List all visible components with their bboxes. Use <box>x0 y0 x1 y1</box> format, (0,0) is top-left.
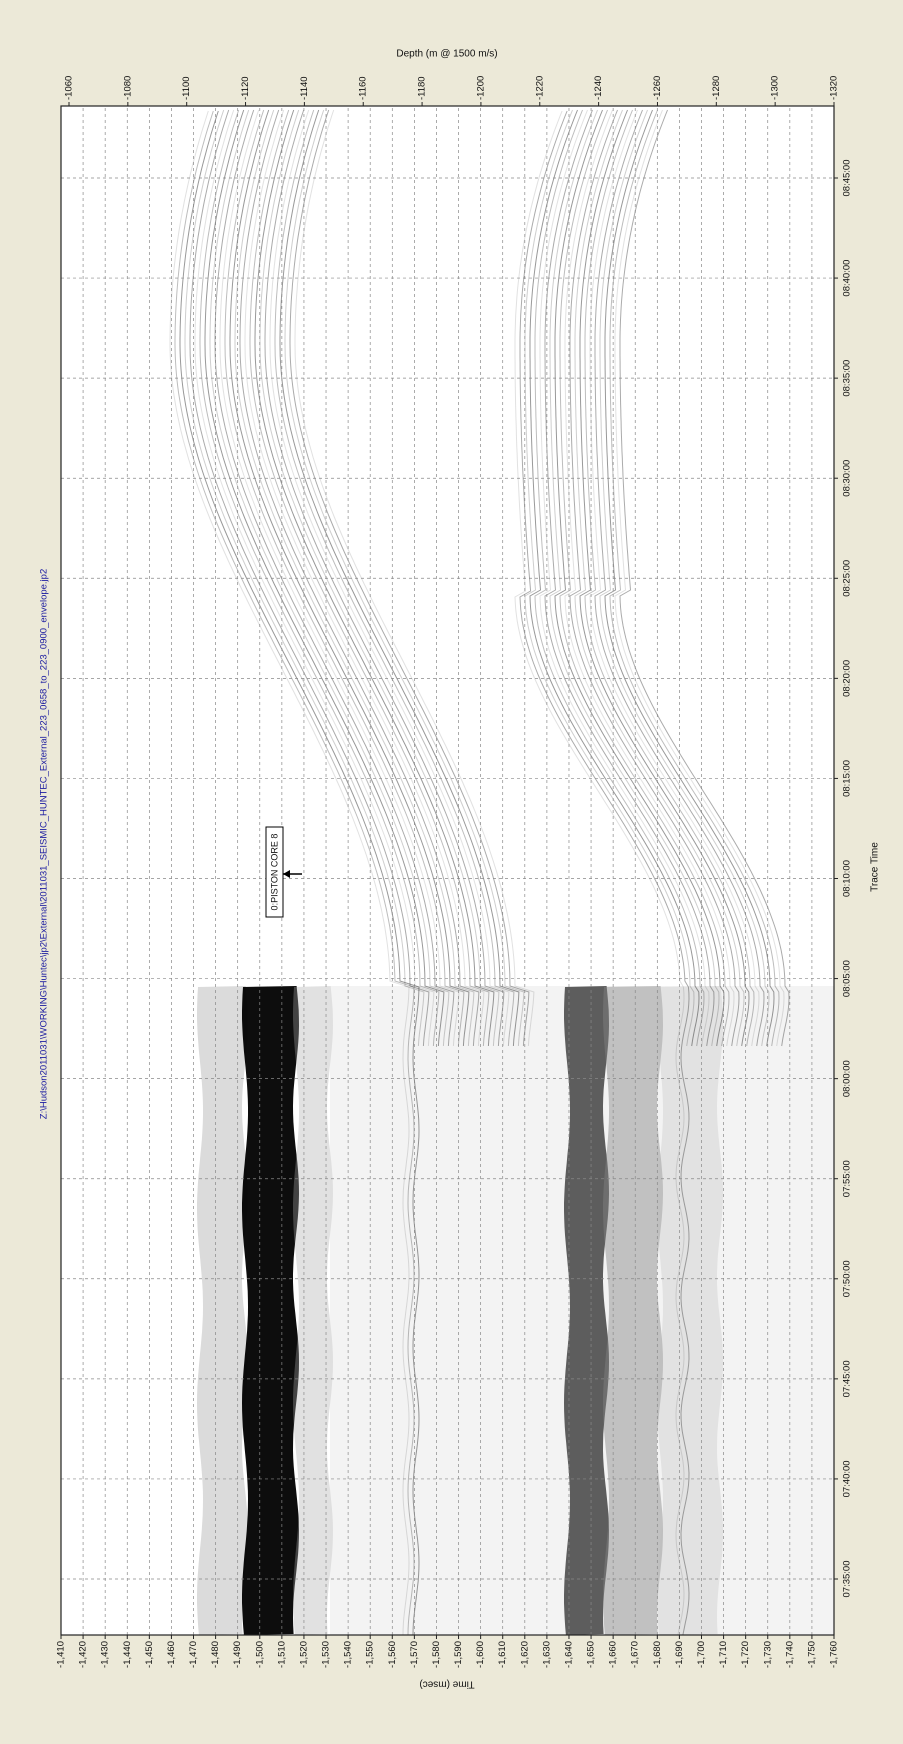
seismic-band <box>293 986 333 1635</box>
trace-tick-label: 08:45:00 <box>842 160 853 197</box>
time-tick-label: -1,520 <box>298 1641 309 1668</box>
depth-tick-label: -1100 <box>181 76 192 100</box>
trace-tick-label: 08:15:00 <box>842 760 853 797</box>
depth-tick-label: -1220 <box>534 76 545 100</box>
time-tick-label: -1,660 <box>608 1641 619 1668</box>
time-tick-label: -1,410 <box>56 1641 67 1668</box>
annotation-text: 0:PISTON CORE 8 <box>269 834 279 911</box>
trace-tick-label: 08:20:00 <box>842 660 853 697</box>
trace-tick-label: 07:55:00 <box>842 1160 853 1197</box>
time-tick-label: -1,560 <box>387 1641 398 1668</box>
time-axis-label: Time (msec) <box>419 1678 474 1689</box>
depth-axis-label: Depth (m @ 1500 m/s) <box>396 49 497 60</box>
trace-tick-label: 08:10:00 <box>842 860 853 897</box>
rotated-plot: -1,410 -1,420 -1,430 -1,440 -1,450 -1,460 -1,4… <box>39 49 881 1690</box>
time-tick-label: -1,590 <box>453 1641 464 1668</box>
trace-tick-label: 08:05:00 <box>842 960 853 997</box>
time-tick-label: -1,740 <box>784 1641 795 1668</box>
time-tick-label: -1,690 <box>674 1641 685 1668</box>
time-tick-label: -1,540 <box>343 1641 354 1668</box>
time-tick-label: -1,600 <box>475 1641 486 1668</box>
time-tick-label: -1,580 <box>431 1641 442 1668</box>
title: Z:\Hudson2011031\WORKING\Huntec\jp2\Exte… <box>39 569 50 1119</box>
page: -1,410 -1,420 -1,430 -1,440 -1,450 -1,460 -1,4… <box>0 0 903 1744</box>
seismic-band <box>242 986 299 1635</box>
time-tick-label: -1,460 <box>166 1641 177 1668</box>
depth-tick-label: -1120 <box>240 76 251 100</box>
time-tick-label: -1,680 <box>652 1641 663 1668</box>
depth-tick-label: -1140 <box>299 76 310 100</box>
trace-axis-label: Trace Time <box>870 842 881 892</box>
time-tick-label: -1,710 <box>718 1641 729 1668</box>
time-tick-label: -1,750 <box>806 1641 817 1668</box>
time-tick-label: -1,640 <box>563 1641 574 1668</box>
depth-tick-label: -1300 <box>770 76 781 100</box>
time-tick-label: -1,510 <box>276 1641 287 1668</box>
time-tick-label: -1,420 <box>78 1641 89 1668</box>
time-tick-label: -1,620 <box>519 1641 530 1668</box>
time-tick-label: -1,500 <box>254 1641 265 1668</box>
depth-tick-label: -1240 <box>593 76 604 100</box>
depth-tick-label: -1280 <box>711 76 722 100</box>
trace-tick-label: 08:30:00 <box>842 460 853 497</box>
time-tick-label: -1,760 <box>829 1641 840 1668</box>
time-tick-label: -1,470 <box>188 1641 199 1668</box>
seismic-view: -1,410 -1,420 -1,430 -1,440 -1,450 -1,460 -1,4… <box>0 0 903 1744</box>
trace-tick-label: 08:00:00 <box>842 1060 853 1097</box>
depth-tick-label: -1180 <box>417 76 428 100</box>
trace-tick-label: 07:35:00 <box>842 1561 853 1598</box>
time-tick-label: -1,570 <box>409 1641 420 1668</box>
depth-tick-label: -1320 <box>829 76 840 100</box>
trace-tick-label: 07:40:00 <box>842 1460 853 1497</box>
trace-tick-label: 07:45:00 <box>842 1360 853 1397</box>
depth-tick-label: -1260 <box>652 76 663 100</box>
time-tick-label: -1,430 <box>100 1641 111 1668</box>
time-tick-label: -1,610 <box>497 1641 508 1668</box>
depth-tick-label: -1160 <box>358 76 369 100</box>
time-tick-label: -1,450 <box>144 1641 155 1668</box>
time-tick-label: -1,720 <box>740 1641 751 1668</box>
trace-tick-label: 08:35:00 <box>842 360 853 397</box>
depth-tick-label: -1200 <box>475 76 486 100</box>
trace-tick-label: 08:40:00 <box>842 260 853 297</box>
time-tick-label: -1,550 <box>365 1641 376 1668</box>
seismic-band <box>197 986 248 1635</box>
trace-tick-label: 08:25:00 <box>842 560 853 597</box>
depth-tick-label: -1080 <box>122 76 133 100</box>
time-tick-label: -1,700 <box>696 1641 707 1668</box>
time-tick-label: -1,440 <box>122 1641 133 1668</box>
time-tick-label: -1,630 <box>541 1641 552 1668</box>
time-tick-label: -1,490 <box>232 1641 243 1668</box>
time-tick-label: -1,480 <box>210 1641 221 1668</box>
time-tick-label: -1,650 <box>586 1641 597 1668</box>
time-tick-label: -1,730 <box>762 1641 773 1668</box>
time-tick-label: -1,670 <box>630 1641 641 1668</box>
trace-tick-label: 07:50:00 <box>842 1260 853 1297</box>
depth-tick-label: -1060 <box>64 76 75 100</box>
time-tick-label: -1,530 <box>321 1641 332 1668</box>
